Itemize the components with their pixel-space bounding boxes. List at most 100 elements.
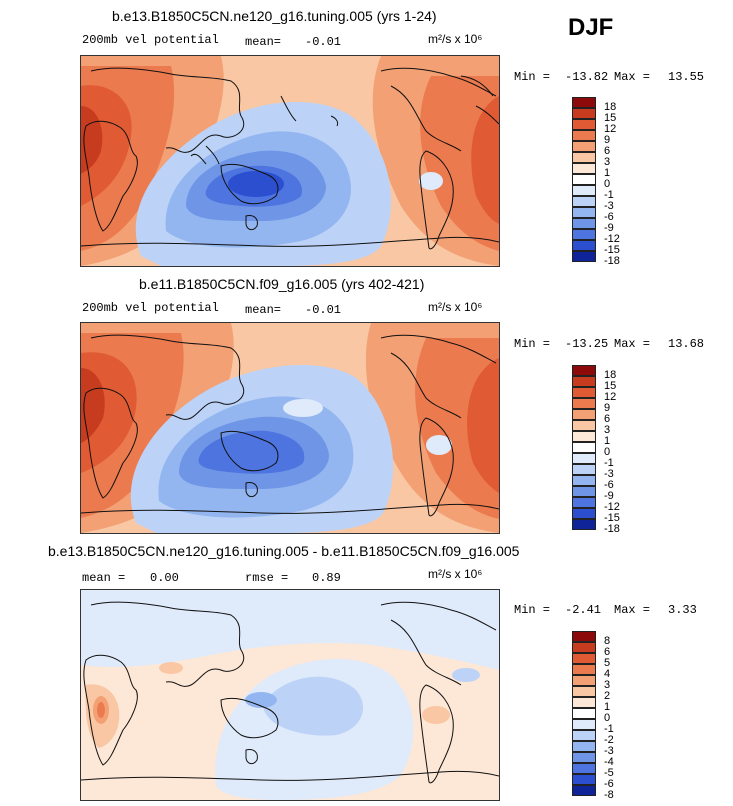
colorbar-cell bbox=[572, 664, 596, 675]
coastline bbox=[220, 430, 279, 472]
panel2-map bbox=[80, 322, 500, 534]
coastline bbox=[419, 150, 454, 250]
colorbar-cell bbox=[572, 785, 596, 796]
anomaly-negative-region bbox=[426, 435, 452, 455]
colorbar-label: -18 bbox=[604, 523, 620, 535]
colorbar-label: -6 bbox=[604, 211, 614, 223]
panel2-title: b.e11.B1850C5CN.f09_g16.005 (yrs 402-421… bbox=[139, 276, 425, 292]
colorbar-cell bbox=[572, 486, 596, 497]
coastline bbox=[220, 163, 279, 205]
panel3-mean-label: mean = bbox=[82, 571, 126, 585]
anomaly-negative-region bbox=[419, 172, 443, 190]
panel2-variable: 200mb vel potential bbox=[82, 301, 219, 315]
colorbar-cell bbox=[572, 741, 596, 752]
colorbar-label: 6 bbox=[604, 145, 611, 157]
colorbar-label: 4 bbox=[604, 668, 611, 680]
colorbar-label: -1 bbox=[604, 457, 614, 469]
colorbar-label: -3 bbox=[604, 468, 614, 480]
colorbar-cell bbox=[572, 409, 596, 420]
panel1-min-label: Min = bbox=[514, 70, 551, 84]
colorbar-cell bbox=[572, 752, 596, 763]
anomaly-negative-core bbox=[228, 171, 284, 197]
colorbar-label: 0 bbox=[604, 446, 611, 458]
colorbar-label: 3 bbox=[604, 679, 611, 691]
anomaly-positive-region bbox=[471, 96, 499, 224]
colorbar-cell bbox=[572, 97, 596, 108]
colorbar-cell bbox=[572, 442, 596, 453]
coastline bbox=[90, 334, 244, 420]
colorbar-cell bbox=[572, 508, 596, 519]
colorbar-cell bbox=[572, 365, 596, 376]
panel3-title: b.e13.B1850C5CN.ne120_g16.tuning.005 - b… bbox=[48, 543, 520, 559]
panel2-min-value: -13.25 bbox=[565, 337, 609, 351]
colorbar-label: 0 bbox=[604, 712, 611, 724]
coastline bbox=[83, 120, 138, 232]
coastline bbox=[380, 601, 497, 686]
coastline bbox=[81, 771, 499, 781]
season-label: DJF bbox=[568, 14, 614, 41]
colorbar-cell bbox=[572, 174, 596, 185]
colorbar-cell bbox=[572, 218, 596, 229]
colorbar-cell bbox=[572, 653, 596, 664]
anomaly-positive-region bbox=[81, 106, 103, 174]
colorbar-label: 3 bbox=[604, 424, 611, 436]
coastline bbox=[460, 75, 499, 125]
panel3-colorbar: 8 6 5 4 3 2 1 0 -1 -2 -3 -4 -5 -6 -8 bbox=[572, 631, 652, 801]
coastline bbox=[280, 95, 339, 127]
anomaly-positive-region bbox=[467, 358, 499, 493]
colorbar-label: 1 bbox=[604, 435, 611, 447]
colorbar-label: 9 bbox=[604, 134, 611, 146]
colorbar-cell bbox=[572, 730, 596, 741]
colorbar-cell bbox=[572, 251, 596, 262]
colorbar-cell bbox=[572, 675, 596, 686]
colorbar-label: 15 bbox=[604, 112, 617, 124]
colorbar-cell bbox=[572, 519, 596, 530]
colorbar-label: -15 bbox=[604, 512, 620, 524]
colorbar-cell bbox=[572, 420, 596, 431]
colorbar-label: -3 bbox=[604, 200, 614, 212]
panel3-rmse-label: rmse = bbox=[245, 571, 289, 585]
coastline bbox=[419, 417, 454, 517]
colorbar-label: -18 bbox=[604, 255, 620, 267]
anomaly-negative-region bbox=[452, 668, 480, 682]
coastline bbox=[81, 504, 499, 514]
panel2-colorbar: 18 15 12 9 6 3 1 0 -1 -3 -6 -9 -12 -15 -… bbox=[572, 365, 652, 535]
colorbar-label: 12 bbox=[604, 123, 617, 135]
colorbar-label: -1 bbox=[604, 189, 614, 201]
coastline bbox=[81, 237, 499, 247]
anomaly-negative-region bbox=[283, 399, 323, 417]
colorbar-cell bbox=[572, 229, 596, 240]
panel3-max-label: Max = bbox=[614, 603, 651, 617]
colorbar-cell bbox=[572, 207, 596, 218]
panel1-mean-value: -0.01 bbox=[305, 35, 342, 49]
panel3-rmse-value: 0.89 bbox=[312, 571, 341, 585]
coastline bbox=[245, 749, 258, 765]
anomaly-negative-core bbox=[245, 692, 277, 708]
colorbar-label: -15 bbox=[604, 244, 620, 256]
colorbar-cell bbox=[572, 376, 596, 387]
panel1-map-svg bbox=[81, 56, 499, 266]
panel2-max-value: 13.68 bbox=[668, 337, 705, 351]
colorbar-cell bbox=[572, 119, 596, 130]
panel3-map-svg bbox=[81, 590, 499, 800]
colorbar-label: 2 bbox=[604, 690, 611, 702]
colorbar-label: -5 bbox=[604, 767, 614, 779]
colorbar-cell bbox=[572, 642, 596, 653]
anomaly-positive-region bbox=[422, 706, 450, 724]
colorbar-cell bbox=[572, 163, 596, 174]
colorbar-cell bbox=[572, 697, 596, 708]
colorbar-cell bbox=[572, 464, 596, 475]
colorbar-cell bbox=[572, 497, 596, 508]
colorbar-cell bbox=[572, 431, 596, 442]
panel2-min-label: Min = bbox=[514, 337, 551, 351]
panel1-map bbox=[80, 55, 500, 267]
panel2-mean-value: -0.01 bbox=[305, 303, 342, 317]
colorbar-label: 6 bbox=[604, 413, 611, 425]
colorbar-cell bbox=[572, 240, 596, 251]
panel3-map bbox=[80, 589, 500, 801]
colorbar-label: 0 bbox=[604, 178, 611, 190]
colorbar-label: -6 bbox=[604, 479, 614, 491]
panel1-variable: 200mb vel potential bbox=[82, 33, 219, 47]
colorbar-label: -12 bbox=[604, 233, 620, 245]
anomaly-negative-region bbox=[263, 676, 364, 736]
